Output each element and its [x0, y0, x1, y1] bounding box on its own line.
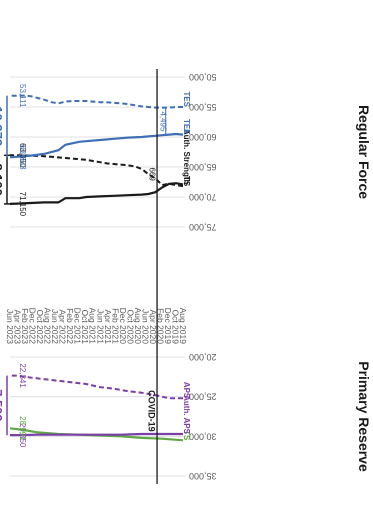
y-axis-title: Regular Force: [356, 105, 372, 199]
endpoint-label: 28,991: [18, 416, 27, 441]
y-axis-title: Primary Reserve: [356, 361, 372, 472]
x-tick-label: Dec 2019: [163, 308, 173, 345]
series-line-ts: [10, 154, 184, 188]
x-tick-label: Aug 2022: [43, 308, 53, 345]
gap-value-mid: 10,272: [0, 106, 5, 146]
gap-value-top: 8,100: [0, 163, 5, 196]
endpoint-label: 63,383: [18, 145, 27, 170]
x-tick-label: Oct 2021: [80, 310, 90, 345]
x-tick-label: Aug 2020: [133, 308, 143, 345]
x-tick-label: Feb 2022: [65, 308, 75, 344]
y-tick-label: 50,000: [189, 72, 217, 82]
series-label: TES: [182, 91, 191, 107]
series-line-aps: [10, 374, 183, 400]
y-tick-label: 20,000: [189, 352, 217, 362]
series-label: TEE: [182, 119, 191, 135]
x-tick-label: Dec 2021: [73, 308, 83, 345]
x-tick-label: Feb 2023: [20, 308, 30, 344]
x-tick-label: Feb 2021: [110, 308, 120, 344]
x-tick-label: Feb 2020: [155, 308, 165, 344]
y-tick-label: 65,000: [189, 162, 217, 172]
endpoint-label: 29,850: [18, 423, 27, 448]
series-line-auth-aps: [10, 432, 183, 437]
regular-force-panel: 50,000 55,000 60,000 65,000 70,000 75,000 Regu…: [0, 72, 372, 232]
rotated-figure: 50,000 55,000 60,000 65,000 70,000 75,000 Regu…: [0, 69, 372, 484]
x-tick-label: Apr 2023: [13, 310, 23, 345]
y-tick-label: 30,000: [189, 431, 217, 441]
gap-value-reserve: 7,509: [0, 389, 5, 422]
x-tick-label: Dec 2020: [118, 308, 128, 345]
primary-reserve-panel: 20,000 25,000 30,000 35,000 Primary Reserve T…: [0, 352, 372, 481]
x-tick-label: Oct 2020: [125, 310, 135, 345]
series-line-tes: [10, 94, 183, 109]
series-label: APS: [182, 382, 191, 399]
x-tick-label: Apr 2021: [103, 310, 113, 345]
x-tick-label: Apr 2022: [58, 310, 68, 345]
x-tick-label: Aug 2019: [178, 308, 188, 345]
series-line-tee: [9, 132, 184, 159]
y-tick-label: 25,000: [189, 392, 217, 402]
x-tick-label: Jun 2021: [95, 309, 105, 344]
series-label: TS: [182, 176, 191, 187]
y-tick-label: 70,000: [189, 192, 217, 202]
series-line-auth-strength: [9, 182, 184, 205]
y-tick-label: 35,000: [189, 471, 217, 481]
y-tick-label: 75,000: [189, 222, 217, 232]
x-tick-label: Oct 2022: [35, 310, 45, 345]
y-tick-label: 55,000: [189, 102, 217, 112]
series-label: Auth. Strength: [182, 129, 191, 185]
x-tick-label: Jun 2022: [50, 309, 60, 344]
endpoint-label: 53,111: [18, 84, 27, 108]
x-tick-label: Apr 2020: [148, 310, 158, 345]
diff-label-ts: 669: [148, 168, 157, 182]
x-tick-label: Dec 2022: [28, 308, 38, 345]
series-label: Auth. APS: [182, 395, 191, 434]
series-label: TS: [182, 430, 191, 441]
endpoint-label: 22,341: [18, 363, 27, 388]
x-tick-label: Jun 2023: [5, 309, 15, 344]
event-label: COVID-19: [146, 390, 156, 432]
x-tick-label: Aug 2021: [88, 308, 98, 345]
endpoint-label: 63,050: [18, 143, 27, 168]
x-tick-label: Oct 2019: [170, 310, 180, 345]
diff-label-tee: 4,495: [159, 111, 168, 132]
y-tick-label: 60,000: [189, 132, 217, 142]
x-tick-label: Jun 2020: [140, 309, 150, 344]
endpoint-label: 71,150: [18, 192, 27, 217]
